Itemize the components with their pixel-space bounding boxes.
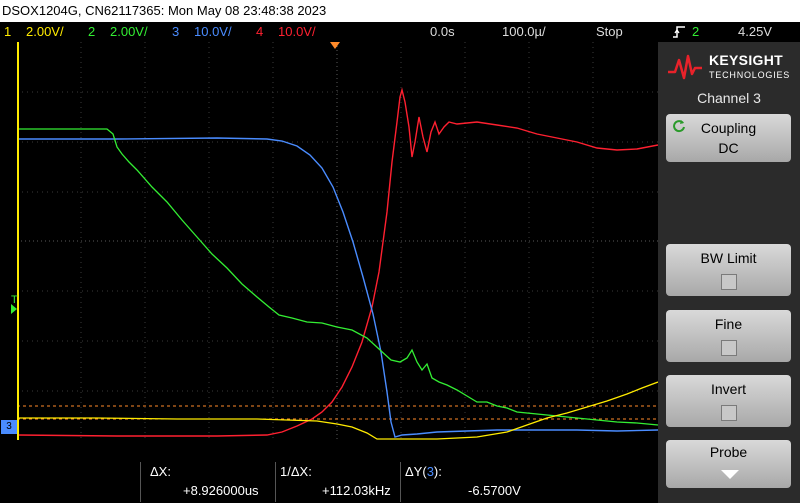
ch3-ground-marker[interactable]: 3 [1, 420, 17, 434]
waveform-traces [17, 87, 658, 440]
ch1-scale[interactable]: 2.00V/ [26, 24, 64, 39]
delta-y-label: ΔY(3): [405, 464, 442, 479]
delta-x-label: ΔX: [150, 464, 171, 479]
brand-name: KEYSIGHT [709, 52, 783, 68]
divider [140, 462, 141, 502]
status-bar: 1 2.00V/ 2 2.00V/ 3 10.0V/ 4 10.0V/ 0.0s… [0, 22, 800, 42]
trigger-channel[interactable]: 2 [692, 24, 700, 39]
keysight-logo: KEYSIGHT TECHNOLOGIES [667, 48, 791, 88]
delta-y-value: -6.5700V [468, 483, 521, 498]
invert-softkey[interactable]: Invert [666, 375, 791, 427]
fine-label: Fine [714, 316, 743, 332]
trigger-level-marker[interactable]: T [11, 294, 18, 306]
delta-x-value: +8.926000us [183, 483, 259, 498]
time-reference-marker[interactable] [330, 42, 340, 49]
trigger-level[interactable]: 4.25V [738, 24, 772, 39]
ch4-number[interactable]: 4 [256, 24, 264, 39]
delta-y-prefix: ΔY( [405, 464, 427, 479]
rising-edge-icon[interactable] [672, 25, 686, 39]
ch2-scale[interactable]: 2.00V/ [110, 24, 148, 39]
ch1-offset-rail [17, 42, 19, 440]
brand-sub: TECHNOLOGIES [709, 70, 791, 80]
window-title: DSOX1204G, CN62117365: Mon May 08 23:48:… [0, 0, 800, 22]
coupling-softkey[interactable]: Coupling DC [666, 114, 791, 162]
bw-limit-label: BW Limit [700, 250, 757, 266]
graticule [17, 42, 658, 440]
fine-checkbox[interactable] [721, 340, 737, 356]
ch2-trace [17, 128, 658, 426]
delta-y-suffix: ): [433, 464, 442, 479]
ch1-number[interactable]: 1 [4, 24, 12, 39]
coupling-label: Coupling [700, 120, 757, 136]
ch4-trace [17, 87, 658, 437]
trigger-arrow-icon[interactable] [11, 304, 17, 314]
rotate-knob-icon [672, 119, 686, 133]
ch3-scale[interactable]: 10.0V/ [194, 24, 232, 39]
ch4-scale[interactable]: 10.0V/ [278, 24, 316, 39]
keysight-wave-icon [668, 54, 702, 80]
timebase-scale[interactable]: 100.0µ/ [502, 24, 546, 39]
timebase-delay[interactable]: 0.0s [430, 24, 455, 39]
delta-y-channel: 3 [426, 464, 434, 479]
ch1-trace [17, 381, 658, 440]
inverse-delta-x-label: 1/ΔX: [280, 464, 312, 479]
fine-softkey[interactable]: Fine [666, 310, 791, 362]
cursor-lines[interactable] [17, 42, 658, 440]
probe-softkey[interactable]: Probe [666, 440, 791, 488]
invert-label: Invert [710, 381, 746, 397]
probe-label: Probe [709, 444, 748, 460]
submenu-arrow-icon [721, 470, 739, 479]
invert-checkbox[interactable] [721, 405, 737, 421]
panel-title: Channel 3 [697, 90, 761, 106]
softkey-panel: KEYSIGHT TECHNOLOGIES Channel 3 Coupling… [658, 42, 800, 503]
waveform-display[interactable]: T 3 [1, 42, 658, 440]
ch3-trace [17, 137, 658, 438]
inverse-delta-x-value: +112.03kHz [322, 483, 391, 498]
run-state[interactable]: Stop [596, 24, 623, 39]
divider [275, 462, 276, 502]
measurement-bar: ΔX: +8.926000us 1/ΔX: +112.03kHz ΔY(3): … [0, 460, 658, 503]
coupling-value: DC [718, 140, 739, 156]
ch3-number[interactable]: 3 [172, 24, 180, 39]
divider [400, 462, 401, 502]
bw-limit-softkey[interactable]: BW Limit [666, 244, 791, 296]
ch2-number[interactable]: 2 [88, 24, 96, 39]
bw-limit-checkbox[interactable] [721, 274, 737, 290]
